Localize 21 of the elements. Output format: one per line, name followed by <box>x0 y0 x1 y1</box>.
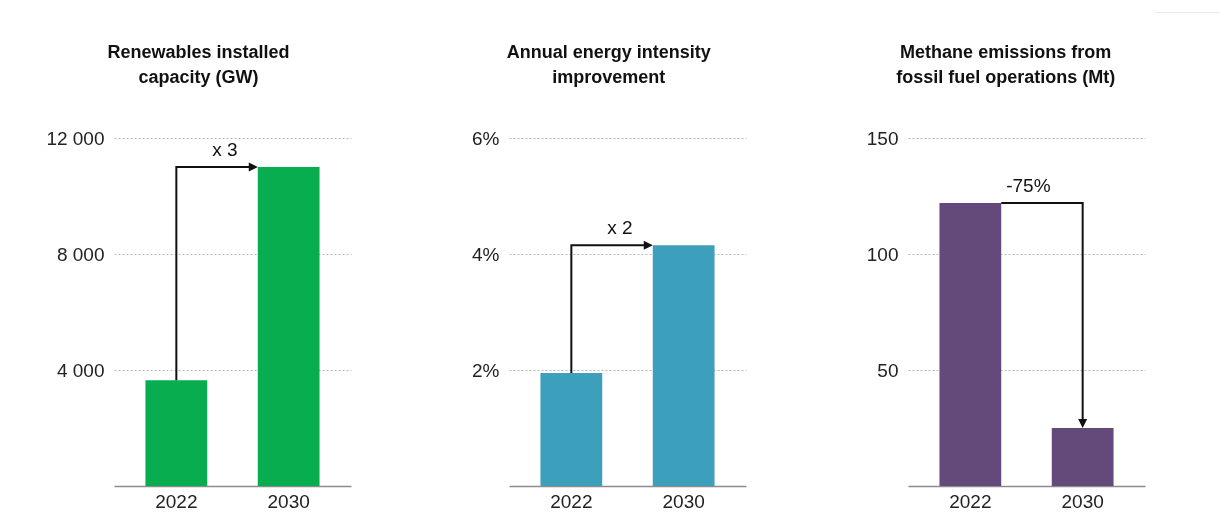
y-tick-label: 50 <box>877 359 899 381</box>
y-tick-label: 100 <box>866 243 899 265</box>
y-tick-label: 2% <box>472 359 500 381</box>
y-tick-label: 6% <box>472 127 500 149</box>
x-tick-label: 2022 <box>949 490 992 512</box>
y-tick-label: 12 000 <box>46 127 105 149</box>
x-tick-label: 2022 <box>155 490 198 512</box>
chart-title: Renewables installed capacity (GW) <box>107 42 290 87</box>
y-tick-label: 4% <box>472 243 500 265</box>
y-tick-label: 150 <box>866 127 899 149</box>
x-tick-label: 2030 <box>267 490 310 512</box>
y-tick-label: 4 000 <box>56 359 105 381</box>
chart-title: Methane emissions from fossil fuel operations (Mt) <box>896 42 1116 87</box>
x-tick-label: 2030 <box>662 490 705 512</box>
annotation: x 2 <box>607 217 633 239</box>
x-tick-label: 2030 <box>1061 490 1104 512</box>
x-tick-label: 2022 <box>550 490 593 512</box>
annotation: x 3 <box>212 139 238 160</box>
annotation: -75% <box>1006 174 1051 196</box>
y-tick-label: 8 000 <box>56 243 105 265</box>
chart-title: Annual energy intensity improvement <box>506 42 711 87</box>
